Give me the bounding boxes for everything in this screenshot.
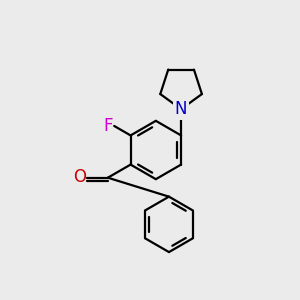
Text: F: F: [103, 117, 113, 135]
Text: N: N: [175, 100, 187, 118]
Text: O: O: [73, 168, 86, 186]
